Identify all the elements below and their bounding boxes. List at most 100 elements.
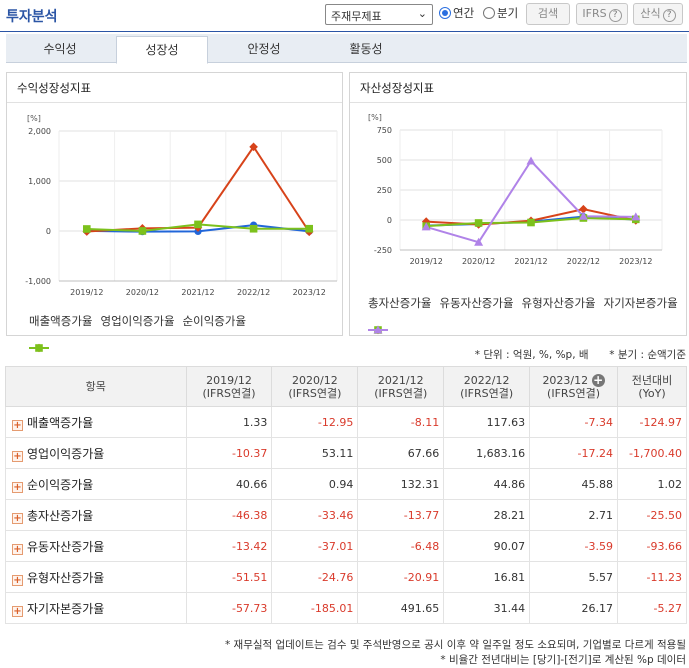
data-point (421, 222, 431, 231)
y-tick-label: 0 (387, 216, 392, 225)
tab-stability[interactable]: 안정성 (247, 42, 281, 56)
legend-marker-icon (368, 325, 388, 334)
row-label-cell[interactable]: + 순이익증가율 (5, 468, 187, 500)
table-cell: -13.77 (357, 499, 445, 531)
legend-label: 자기자본증가율 (603, 296, 678, 310)
chart-legend: 매출액증가율 영업이익증가율 순이익증가율 (29, 313, 254, 353)
header-period: 2023/12 + (IFRS연결) (529, 366, 618, 407)
table-cell: 44.86 (443, 468, 531, 500)
table-cell: 117.63 (443, 406, 531, 438)
header-period: 2022/12 (IFRS연결) (443, 366, 531, 407)
expand-plus-icon[interactable]: + (12, 543, 23, 555)
ifrs-button-label: IFRS (582, 7, 607, 20)
report-type-select[interactable]: 주재무제표 ⌄ (325, 4, 433, 25)
table-cell: -13.42 (185, 530, 273, 562)
legend-marker (373, 325, 383, 334)
table-cell: -6.48 (357, 530, 445, 562)
table-cell: 491.65 (357, 592, 445, 624)
x-tick-label: 2019/12 (70, 288, 103, 297)
legend-marker-icon (29, 344, 49, 352)
y-tick-label: -250 (374, 246, 392, 255)
y-axis-unit-label: [%] (368, 113, 382, 122)
asset-growth-chart: [%] 750 500 250 0 -250 2019/12 2020/12 2021/12 20… (368, 113, 663, 266)
table-cell: 0.94 (271, 468, 359, 500)
table-cell: -3.59 (529, 530, 618, 562)
x-tick-label: 2023/12 (293, 288, 326, 297)
search-button[interactable]: 검색 (526, 3, 570, 25)
quarter-radio[interactable]: 분기 (483, 5, 518, 21)
earnings-growth-chart: [%] 2,000 1,000 0 -1,000 2019/12 2020/12 2021/1… (25, 114, 338, 297)
series-line (425, 159, 636, 244)
row-label: 유형자산증가율 (27, 570, 105, 585)
expand-plus-icon[interactable]: + (12, 512, 23, 524)
data-point (138, 227, 147, 235)
table-cell: 16.81 (443, 561, 531, 593)
table-row: + 유형자산증가율 -51.51 -24.76 -20.91 16.81 5.57 -11.2… (5, 561, 688, 593)
legend-item[interactable]: 자기자본증가율 (368, 295, 678, 334)
chart-title: 자산성장성지표 (350, 73, 686, 103)
legend-label: 유형자산증가율 (521, 296, 596, 310)
legend-label: 유동자산증가율 (439, 296, 514, 310)
table-cell: 1,683.16 (443, 437, 531, 469)
x-tick-label: 2021/12 (514, 257, 547, 266)
legend-item[interactable]: 유동자산증가율 (368, 295, 514, 335)
report-type-value: 주재무제표 (331, 10, 382, 23)
expand-plus-icon[interactable]: + (12, 481, 23, 493)
help-icon: ? (608, 9, 622, 22)
y-tick-label: 750 (377, 126, 392, 135)
tab-profitability[interactable]: 수익성 (43, 42, 77, 56)
data-point (249, 224, 258, 233)
legend-item[interactable]: 유형자산증가율 (368, 295, 596, 334)
table-cell: 67.66 (357, 437, 445, 469)
legend-item[interactable]: 매출액증가율 (29, 313, 92, 352)
table-cell: -17.24 (529, 437, 618, 469)
table-header-row: 항목 2019/12 (IFRS연결) 2020/12 (IFRS연결) 2021/… (5, 366, 688, 407)
data-point (631, 212, 641, 221)
row-label: 영업이익증가율 (27, 446, 105, 461)
expand-plus-icon[interactable]: + (12, 574, 23, 586)
row-label-cell[interactable]: + 자기자본증가율 (5, 592, 187, 624)
row-label-cell[interactable]: + 유동자산증가율 (5, 530, 187, 562)
unit-notes: * 단위 : 억원, %, %p, 배 * 분기 : 순액기준 (475, 347, 686, 362)
data-point (474, 219, 483, 227)
add-column-icon[interactable]: + (591, 372, 605, 387)
legend-label: 순이익증가율 (182, 314, 247, 328)
expand-plus-icon[interactable]: + (12, 605, 23, 617)
expand-plus-icon[interactable]: + (12, 450, 23, 462)
table-row: + 자기자본증가율 -57.73 -185.01 491.65 31.44 26.17 -5.… (5, 592, 688, 624)
annual-radio[interactable]: 연간 (439, 5, 474, 21)
row-label-cell[interactable]: + 매출액증가율 (5, 406, 187, 438)
table-cell: -7.34 (529, 406, 618, 438)
ifrs-button[interactable]: IFRS? (576, 3, 628, 25)
row-label: 자기자본증가율 (27, 601, 105, 616)
table-row: + 총자산증가율 -46.38 -33.46 -13.77 28.21 2.71 -25.50 (5, 499, 688, 531)
formula-button[interactable]: 산식? (633, 3, 683, 25)
legend-item[interactable]: 순이익증가율 (29, 313, 247, 352)
table-cell: 40.66 (185, 468, 273, 500)
table-cell: -185.01 (271, 592, 359, 624)
data-point (527, 218, 535, 227)
table-cell: -12.95 (271, 406, 359, 438)
y-tick-label: 500 (377, 156, 392, 165)
table-row: + 매출액증가율 1.33 -12.95 -8.11 117.63 -7.34 -124.97 (5, 406, 688, 438)
chart-title: 수익성장성지표 (7, 73, 342, 103)
table-row: + 순이익증가율 40.66 0.94 132.31 44.86 45.88 1.02 (5, 468, 688, 500)
row-label-cell[interactable]: + 영업이익증가율 (5, 437, 187, 469)
header-period: 2019/12 (IFRS연결) (185, 366, 273, 407)
row-label-cell[interactable]: + 유형자산증가율 (5, 561, 187, 593)
row-label-cell[interactable]: + 총자산증가율 (5, 499, 187, 531)
row-label: 순이익증가율 (27, 477, 94, 492)
table-cell: 132.31 (357, 468, 445, 500)
legend-label: 총자산증가율 (368, 296, 432, 310)
expand-plus-icon[interactable]: + (12, 419, 23, 431)
legend-item[interactable]: 총자산증가율 (368, 295, 432, 334)
table-row: + 유동자산증가율 -13.42 -37.01 -6.48 90.07 -3.59 -93.6… (5, 530, 688, 562)
legend-label: 영업이익증가율 (100, 314, 175, 328)
tab-activity[interactable]: 활동성 (349, 42, 383, 56)
y-tick-label: 2,000 (28, 127, 51, 136)
tab-growth[interactable]: 성장성 (116, 36, 208, 64)
asset-growth-chart-panel: 자산성장성지표 [%] 750 500 250 0 -250 2019/12 2020/12 2… (349, 72, 687, 336)
legend-item[interactable]: 영업이익증가율 (29, 313, 175, 353)
legend-marker (35, 344, 43, 352)
table-cell: -24.76 (271, 561, 359, 593)
